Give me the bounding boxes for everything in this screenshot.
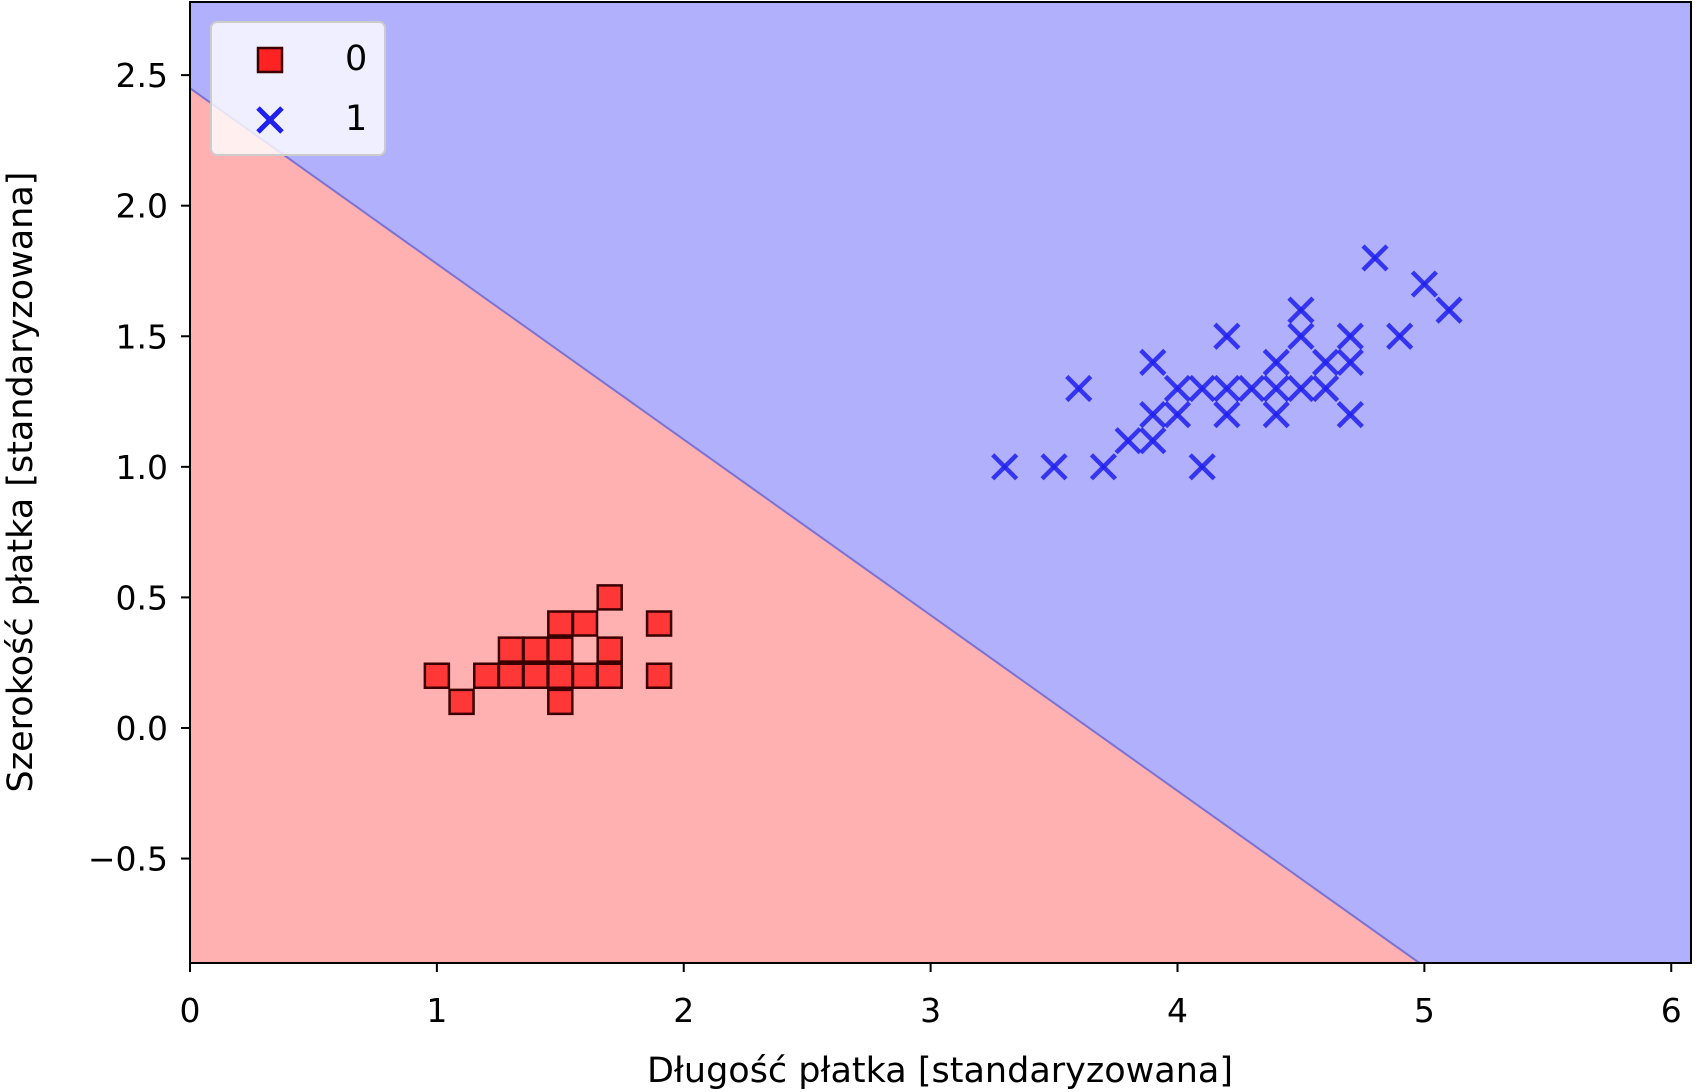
legend-x-marker	[256, 106, 284, 134]
point-class-0	[473, 662, 500, 689]
x-tick-label: 2	[673, 991, 694, 1030]
legend-label-0: 0	[345, 39, 367, 79]
x-axis: 0 1 2 3 4 5 6	[180, 963, 1682, 1030]
x-tick-label: 5	[1414, 991, 1435, 1030]
point-class-1	[1361, 244, 1389, 272]
decision-boundary-line	[190, 87, 1421, 963]
point-class-0	[571, 662, 599, 689]
x-tick-label: 1	[426, 991, 447, 1030]
point-class-1	[1262, 374, 1290, 403]
point-class-1	[1188, 453, 1216, 481]
point-class-1	[1262, 348, 1290, 376]
point-class-0	[645, 610, 673, 637]
point-class-1	[1287, 374, 1315, 403]
point-class-1	[1089, 453, 1118, 481]
y-tick-label: 0.5	[116, 578, 168, 617]
point-class-1	[1336, 322, 1364, 350]
point-class-1	[1213, 374, 1241, 403]
point-class-1	[1287, 322, 1315, 350]
y-axis-label: Szerokość płatka [standaryzowana]	[1, 172, 41, 793]
point-class-0	[497, 636, 525, 663]
point-class-1	[1139, 427, 1167, 455]
point-class-0	[522, 662, 549, 689]
point-class-1	[1163, 374, 1192, 403]
point-class-1	[1114, 427, 1142, 455]
point-class-1	[1065, 374, 1093, 403]
plot-frame	[189, 1, 1692, 964]
y-tick-label: 0.0	[116, 709, 168, 748]
point-class-1	[1139, 401, 1167, 429]
point-class-1	[991, 453, 1019, 481]
point-class-0	[596, 662, 623, 689]
legend-square-marker	[256, 46, 284, 74]
point-class-0	[547, 688, 574, 716]
point-class-0	[571, 610, 599, 637]
point-class-0	[448, 688, 475, 716]
point-class-0	[423, 662, 451, 689]
legend-label-1: 1	[345, 99, 367, 139]
point-class-1	[1213, 401, 1241, 429]
point-class-0	[645, 662, 673, 689]
point-class-1	[1237, 374, 1266, 403]
point-class-1	[1287, 296, 1315, 324]
data-markers	[423, 244, 1463, 716]
y-axis: −0.5 0.0 0.5 1.0 1.5 2.0 2.5	[88, 56, 190, 879]
point-class-1	[1163, 401, 1192, 429]
point-class-0	[596, 584, 623, 611]
y-tick-label: 1.5	[116, 317, 168, 356]
point-class-1	[1410, 270, 1438, 298]
point-class-1	[1213, 322, 1241, 350]
y-tick-label: 2.5	[116, 56, 168, 95]
x-tick-label: 0	[180, 991, 201, 1030]
x-tick-label: 3	[920, 991, 941, 1030]
legend-box	[210, 21, 386, 156]
x-axis-label: Długość płatka [standaryzowana]	[647, 1051, 1233, 1091]
y-tick-label: −0.5	[88, 840, 168, 879]
point-class-1	[1312, 348, 1340, 376]
x-tick-label: 4	[1167, 991, 1188, 1030]
decision-regions	[190, 2, 1691, 963]
point-class-1	[1435, 296, 1463, 324]
point-class-1	[1262, 401, 1290, 429]
point-class-1	[1386, 322, 1414, 350]
x-tick-label: 6	[1661, 991, 1682, 1030]
point-class-0	[547, 636, 574, 663]
y-tick-label: 1.0	[116, 448, 168, 487]
point-class-1	[1040, 453, 1068, 481]
point-class-0	[522, 636, 549, 663]
point-class-1	[1139, 348, 1167, 376]
point-class-1	[1336, 401, 1364, 429]
point-class-1	[1336, 348, 1364, 376]
y-tick-label: 2.0	[116, 187, 168, 226]
point-class-0	[497, 662, 525, 689]
point-class-1	[1188, 374, 1216, 403]
point-class-0	[596, 636, 623, 663]
point-class-0	[547, 662, 574, 689]
point-class-0	[547, 610, 574, 637]
legend: 0 1	[210, 21, 386, 156]
point-class-1	[1312, 374, 1340, 403]
